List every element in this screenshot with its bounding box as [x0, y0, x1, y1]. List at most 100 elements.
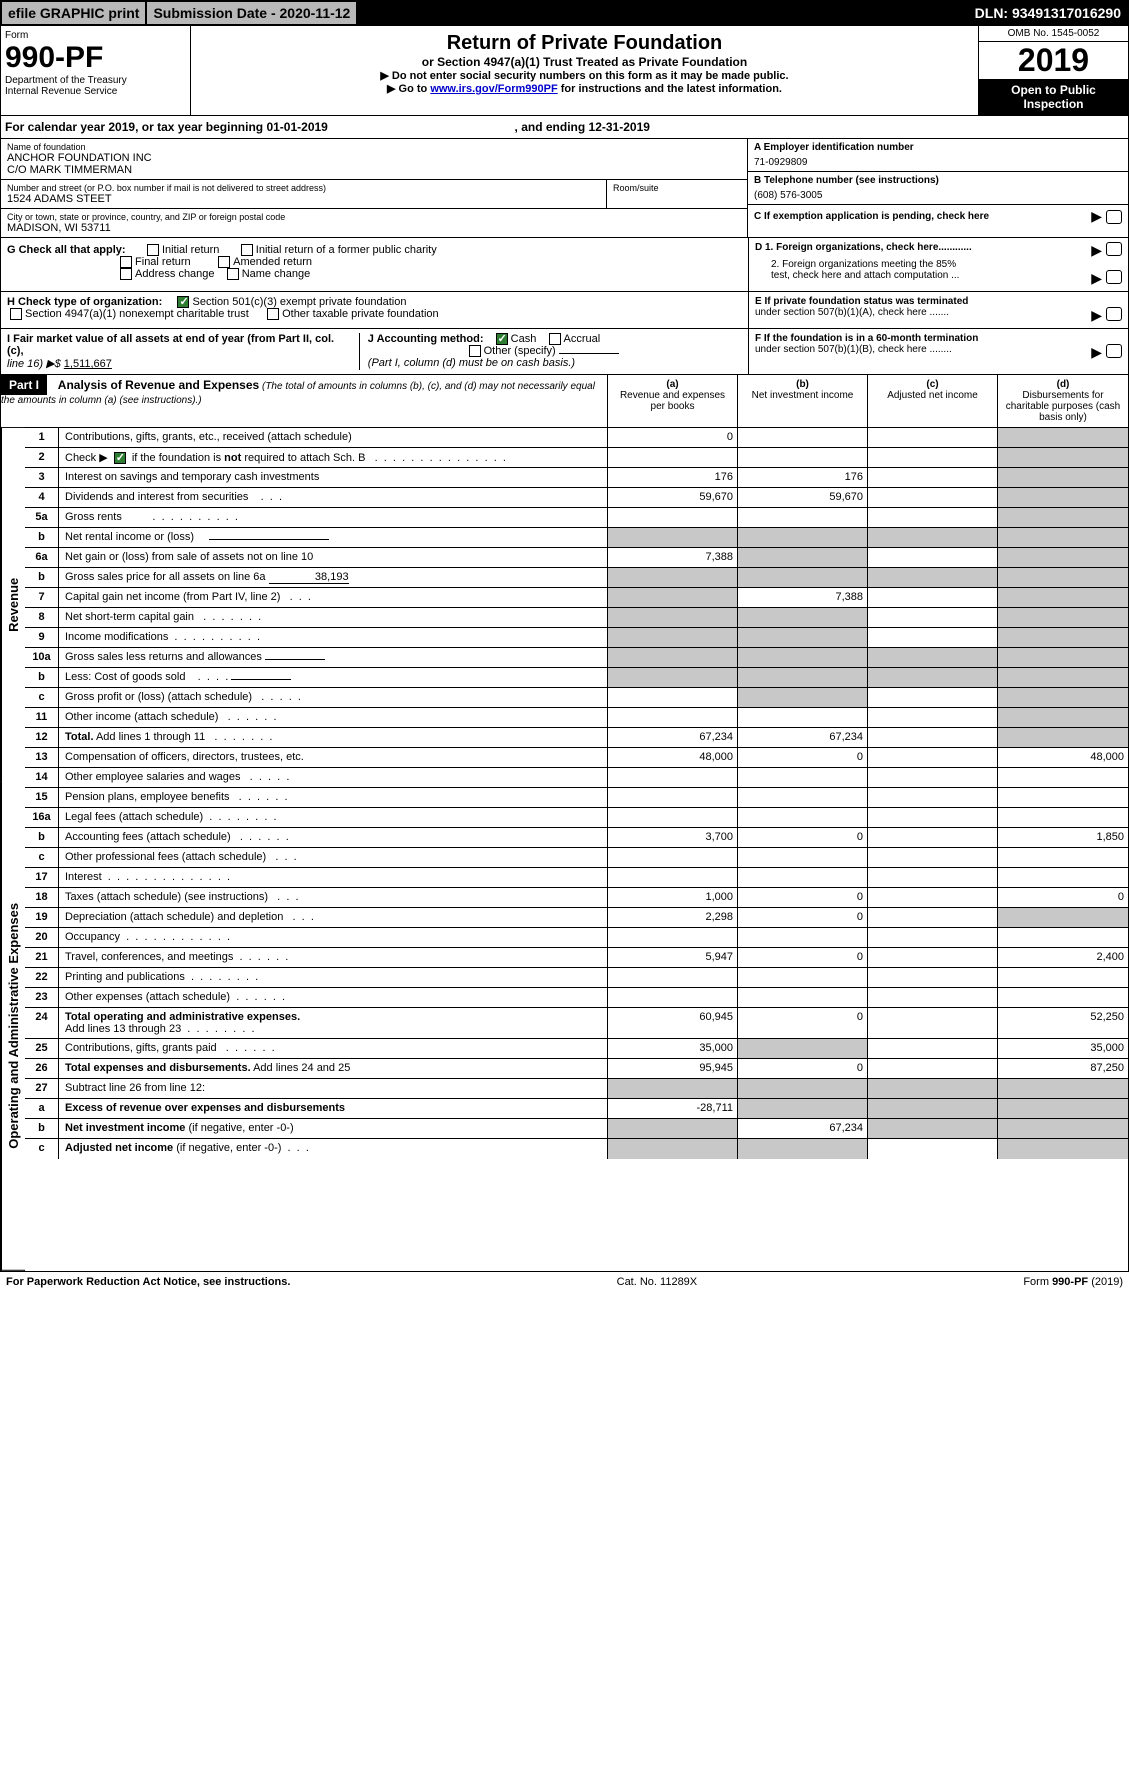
checkbox-cash[interactable]	[496, 333, 508, 345]
col-c-value	[868, 788, 998, 807]
col-d-value	[998, 568, 1128, 587]
line-description: Dividends and interest from securities .…	[59, 488, 608, 507]
table-row: 3Interest on savings and temporary cash …	[25, 468, 1128, 488]
col-a-value	[608, 668, 738, 687]
col-d-value	[998, 908, 1128, 927]
col-d-value	[998, 708, 1128, 727]
checkbox-d1[interactable]	[1106, 242, 1122, 256]
col-b-value	[738, 868, 868, 887]
year-box: OMB No. 1545-0052 2019 Open to Public In…	[978, 26, 1128, 115]
top-bar: efile GRAPHIC print Submission Date - 20…	[0, 0, 1129, 26]
checkbox-c[interactable]	[1106, 210, 1122, 224]
col-b-value	[738, 668, 868, 687]
table-row: bGross sales price for all assets on lin…	[25, 568, 1128, 588]
col-c-value	[868, 628, 998, 647]
checkbox-amended[interactable]	[218, 256, 230, 268]
col-d-value	[998, 468, 1128, 487]
col-a-value: 35,000	[608, 1039, 738, 1058]
col-b-value	[738, 708, 868, 727]
line-description: Other income (attach schedule) . . . . .…	[59, 708, 608, 727]
table-row: 25Contributions, gifts, grants paid . . …	[25, 1039, 1128, 1059]
dln: DLN: 93491317016290	[358, 2, 1127, 24]
section-h-e: H Check type of organization: Section 50…	[0, 292, 1129, 329]
line-description: Total operating and administrative expen…	[59, 1008, 608, 1038]
col-d-value	[998, 528, 1128, 547]
checkbox-501c3[interactable]	[177, 296, 189, 308]
section-g-d: G Check all that apply: Initial return I…	[0, 238, 1129, 292]
col-d-value	[998, 428, 1128, 447]
line-description: Other expenses (attach schedule) . . . .…	[59, 988, 608, 1007]
efile-print-button[interactable]: efile GRAPHIC print	[2, 2, 147, 24]
form-990pf: 990-PF	[5, 41, 186, 75]
checkbox-initial[interactable]	[147, 244, 159, 256]
checkbox-f[interactable]	[1106, 344, 1122, 358]
line-description: Printing and publications . . . . . . . …	[59, 968, 608, 987]
line-description: Contributions, gifts, grants paid . . . …	[59, 1039, 608, 1058]
checkbox-accrual[interactable]	[549, 333, 561, 345]
col-d-value	[998, 548, 1128, 567]
table-row: 17Interest . . . . . . . . . . . . . .	[25, 868, 1128, 888]
col-d-value	[998, 988, 1128, 1007]
col-a-value	[608, 1079, 738, 1098]
arrow-icon: ▶	[1091, 208, 1102, 225]
table-row: 2Check ▶ if the foundation is not requir…	[25, 448, 1128, 468]
section-ij-f: I Fair market value of all assets at end…	[0, 329, 1129, 375]
checkbox-final[interactable]	[120, 256, 132, 268]
col-c-value	[868, 428, 998, 447]
col-b-value: 0	[738, 828, 868, 847]
checkbox-d2[interactable]	[1106, 270, 1122, 284]
page-footer: For Paperwork Reduction Act Notice, see …	[0, 1272, 1129, 1292]
col-a-value	[608, 528, 738, 547]
table-row: 19Depreciation (attach schedule) and dep…	[25, 908, 1128, 928]
col-c-value	[868, 948, 998, 967]
col-b-value: 0	[738, 1059, 868, 1078]
line-number: b	[25, 828, 59, 847]
col-b-value	[738, 568, 868, 587]
col-a-value: 3,700	[608, 828, 738, 847]
part1-table: Revenue Operating and Administrative Exp…	[0, 428, 1129, 1272]
line-description: Gross sales price for all assets on line…	[59, 568, 608, 587]
checkbox-other-taxable[interactable]	[267, 308, 279, 320]
col-a-value	[608, 868, 738, 887]
table-row: 16aLegal fees (attach schedule) . . . . …	[25, 808, 1128, 828]
col-d-value: 35,000	[998, 1039, 1128, 1058]
table-row: 27Subtract line 26 from line 12:	[25, 1079, 1128, 1099]
table-row: 5aGross rents . . . . . . . . . .	[25, 508, 1128, 528]
col-d-value	[998, 668, 1128, 687]
col-d-value	[998, 788, 1128, 807]
checkbox-name-change[interactable]	[227, 268, 239, 280]
checkbox-initial-former[interactable]	[241, 244, 253, 256]
col-a-value	[608, 808, 738, 827]
col-b-value	[738, 968, 868, 987]
col-b-value	[738, 1139, 868, 1159]
col-a-value	[608, 788, 738, 807]
line-description: Legal fees (attach schedule) . . . . . .…	[59, 808, 608, 827]
col-d-value	[998, 508, 1128, 527]
col-d-value	[998, 628, 1128, 647]
table-row: aExcess of revenue over expenses and dis…	[25, 1099, 1128, 1119]
col-a-value	[608, 588, 738, 607]
col-d-value	[998, 728, 1128, 747]
form990pf-link[interactable]: www.irs.gov/Form990PF	[430, 83, 557, 95]
line-number: 23	[25, 988, 59, 1007]
table-row: 7Capital gain net income (from Part IV, …	[25, 588, 1128, 608]
col-d-value	[998, 848, 1128, 867]
table-row: 26Total expenses and disbursements. Add …	[25, 1059, 1128, 1079]
col-a-value	[608, 508, 738, 527]
col-b-value	[738, 768, 868, 787]
table-row: bLess: Cost of goods sold . . . .	[25, 668, 1128, 688]
line-number: c	[25, 1139, 59, 1159]
col-b-value: 0	[738, 908, 868, 927]
checkbox-4947[interactable]	[10, 308, 22, 320]
line-description: Depreciation (attach schedule) and deple…	[59, 908, 608, 927]
line-description: Gross sales less returns and allowances	[59, 648, 608, 667]
checkbox-e[interactable]	[1106, 307, 1122, 321]
arrow-icon: ▶	[1091, 242, 1102, 259]
line-number: 1	[25, 428, 59, 447]
col-b-value	[738, 428, 868, 447]
part1-header-row: Part I Analysis of Revenue and Expenses …	[0, 375, 1129, 428]
table-row: 12Total. Add lines 1 through 11 . . . . …	[25, 728, 1128, 748]
checkbox-other-method[interactable]	[469, 345, 481, 357]
line-number: 5a	[25, 508, 59, 527]
checkbox-addr-change[interactable]	[120, 268, 132, 280]
